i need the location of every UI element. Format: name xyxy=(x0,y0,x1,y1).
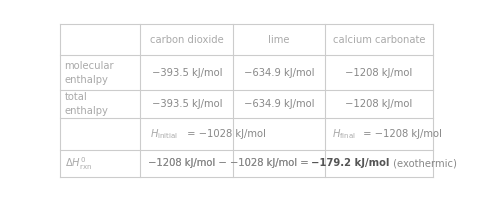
Text: −393.5 kJ/mol: −393.5 kJ/mol xyxy=(151,99,222,109)
Text: −1208 kJ/mol: −1208 kJ/mol xyxy=(345,67,412,78)
Text: −634.9 kJ/mol: −634.9 kJ/mol xyxy=(243,67,314,78)
Text: −179.2 kJ/mol: −179.2 kJ/mol xyxy=(311,158,389,168)
Text: molecular
enthalpy: molecular enthalpy xyxy=(64,60,114,85)
Text: calcium carbonate: calcium carbonate xyxy=(332,35,424,45)
Text: total
enthalpy: total enthalpy xyxy=(64,92,108,116)
Text: = −1028 kJ/mol: = −1028 kJ/mol xyxy=(183,129,265,139)
Text: $\mathit{H}_{\mathrm{initial}}$: $\mathit{H}_{\mathrm{initial}}$ xyxy=(149,127,177,141)
Text: (exothermic): (exothermic) xyxy=(389,158,456,168)
Text: −634.9 kJ/mol: −634.9 kJ/mol xyxy=(243,99,314,109)
Text: $\mathit{H}_{\mathrm{final}}$: $\mathit{H}_{\mathrm{final}}$ xyxy=(332,127,356,141)
Text: −1208 kJ/mol − −1028 kJ/mol =: −1208 kJ/mol − −1028 kJ/mol = xyxy=(147,158,311,168)
Text: −393.5 kJ/mol: −393.5 kJ/mol xyxy=(151,67,222,78)
Text: −1208 kJ/mol − −1028 kJ/mol =: −1208 kJ/mol − −1028 kJ/mol = xyxy=(147,158,311,168)
Text: carbon dioxide: carbon dioxide xyxy=(150,35,223,45)
Text: = −1208 kJ/mol: = −1208 kJ/mol xyxy=(360,129,441,139)
Text: lime: lime xyxy=(268,35,289,45)
Text: $\Delta H^0_{\rm rxn}$: $\Delta H^0_{\rm rxn}$ xyxy=(64,155,92,172)
Text: −1208 kJ/mol: −1208 kJ/mol xyxy=(345,99,412,109)
